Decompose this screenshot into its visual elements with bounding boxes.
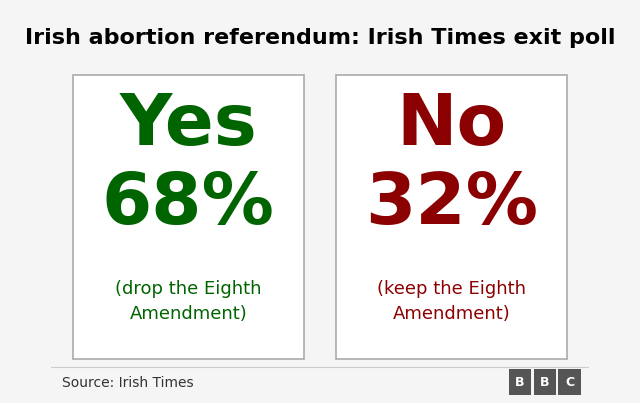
FancyBboxPatch shape — [73, 75, 304, 359]
FancyBboxPatch shape — [336, 75, 567, 359]
Text: 68%: 68% — [102, 170, 275, 239]
Text: (keep the Eighth
Amendment): (keep the Eighth Amendment) — [377, 280, 526, 324]
Text: Yes: Yes — [120, 91, 257, 160]
Text: 32%: 32% — [365, 170, 538, 239]
Text: (drop the Eighth
Amendment): (drop the Eighth Amendment) — [115, 280, 262, 324]
Text: No: No — [397, 91, 507, 160]
Text: Irish abortion referendum: Irish Times exit poll: Irish abortion referendum: Irish Times e… — [25, 28, 615, 48]
Text: Source: Irish Times: Source: Irish Times — [62, 376, 194, 390]
